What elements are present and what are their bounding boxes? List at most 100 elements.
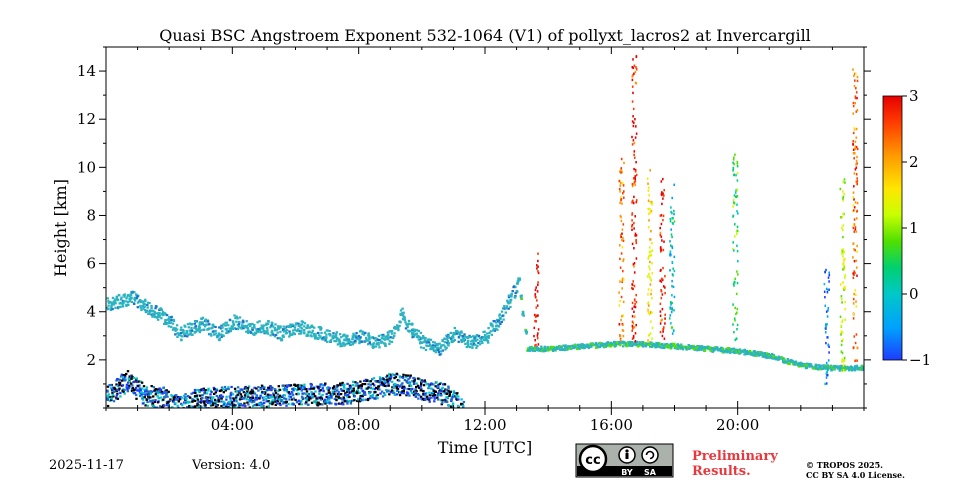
layer-point [251,395,254,398]
profile-point [534,296,537,299]
layer-point [253,326,256,329]
layer-point [430,396,433,399]
layer-point [304,402,307,405]
layer-point [249,392,253,395]
layer-point [722,347,725,350]
layer-point [440,394,443,397]
profile-point [669,250,672,253]
layer-point [844,367,847,370]
cloud-profile-4 [646,169,654,343]
layer-point [396,383,399,387]
layer-point [326,397,330,400]
layer-point [697,345,700,348]
layer-point [205,392,209,395]
layer-point [499,322,502,325]
layer-point [390,332,394,335]
layer-point [582,344,585,347]
layer-point [200,317,203,320]
layer-point [579,345,583,348]
layer-point [123,379,126,382]
layer-point [328,387,331,390]
profile-point [622,223,625,226]
preliminary-line-1: Preliminary [692,449,778,464]
layer-point [371,382,375,385]
layer-point [198,326,202,329]
layer-point [148,301,151,305]
layer-point [282,387,285,391]
layer-point [229,394,233,397]
layer-point [592,343,595,346]
layer-point [387,333,390,337]
layer-point [111,391,114,394]
layer-point [193,391,197,394]
layer-point [826,364,829,367]
layer-point [228,406,231,408]
layer-point [507,302,510,305]
profile-point [734,306,736,310]
layer-point [339,402,342,406]
layer-point [170,394,173,397]
layer-point [334,340,338,343]
layer-point [340,344,344,347]
profile-point [856,359,858,362]
profile-point [734,153,736,156]
colorbar-tick-label: 1 [909,219,919,237]
layer-point [399,309,403,312]
layer-point [504,306,507,310]
profile-point [534,314,537,317]
profile-point [669,306,671,309]
layer-point [133,296,136,299]
layer-point [198,331,201,334]
layer-point [792,363,795,366]
layer-point [316,337,320,340]
layer-point [106,297,109,300]
profile-point [827,288,829,292]
layer-point [383,393,387,396]
profile-point [648,254,651,257]
layer-point [127,377,130,380]
profile-point [855,305,858,308]
profile-point [620,171,622,174]
profile-point [841,248,843,252]
layer-point [249,331,253,334]
layer-point [331,336,334,339]
layer-point [437,350,441,354]
layer-point [421,335,425,338]
profile-point [647,301,650,304]
profile-point [856,274,858,277]
layer-point [222,403,226,406]
layer-point [393,325,396,328]
layer-point [177,416,179,418]
layer-point [450,398,453,401]
profile-point [736,188,739,192]
layer-point [371,378,374,381]
layer-point [436,396,439,399]
layer-point [319,389,322,392]
layer-point [241,388,244,391]
layer-point [438,342,441,345]
layer-point [406,325,409,329]
layer-point [763,352,767,355]
profile-point [853,206,856,209]
layer-point [115,397,118,400]
profile-point [824,296,826,299]
profile-point [631,85,634,88]
layer-point [145,388,148,391]
profile-point [632,280,634,283]
layer-point [184,396,187,399]
profile-point [670,326,673,329]
layer-point [170,412,172,414]
profile-point [736,323,739,327]
layer-point [517,279,520,282]
profile-point [670,253,672,256]
profile-point [828,280,830,283]
profile-point [632,107,635,111]
layer-point [163,312,167,315]
layer-point [292,329,295,332]
layer-point [738,348,741,351]
layer-point [232,397,235,400]
layer-point [130,297,133,300]
layer-point [455,395,458,398]
profile-point [734,319,736,322]
profile-point [633,315,636,318]
